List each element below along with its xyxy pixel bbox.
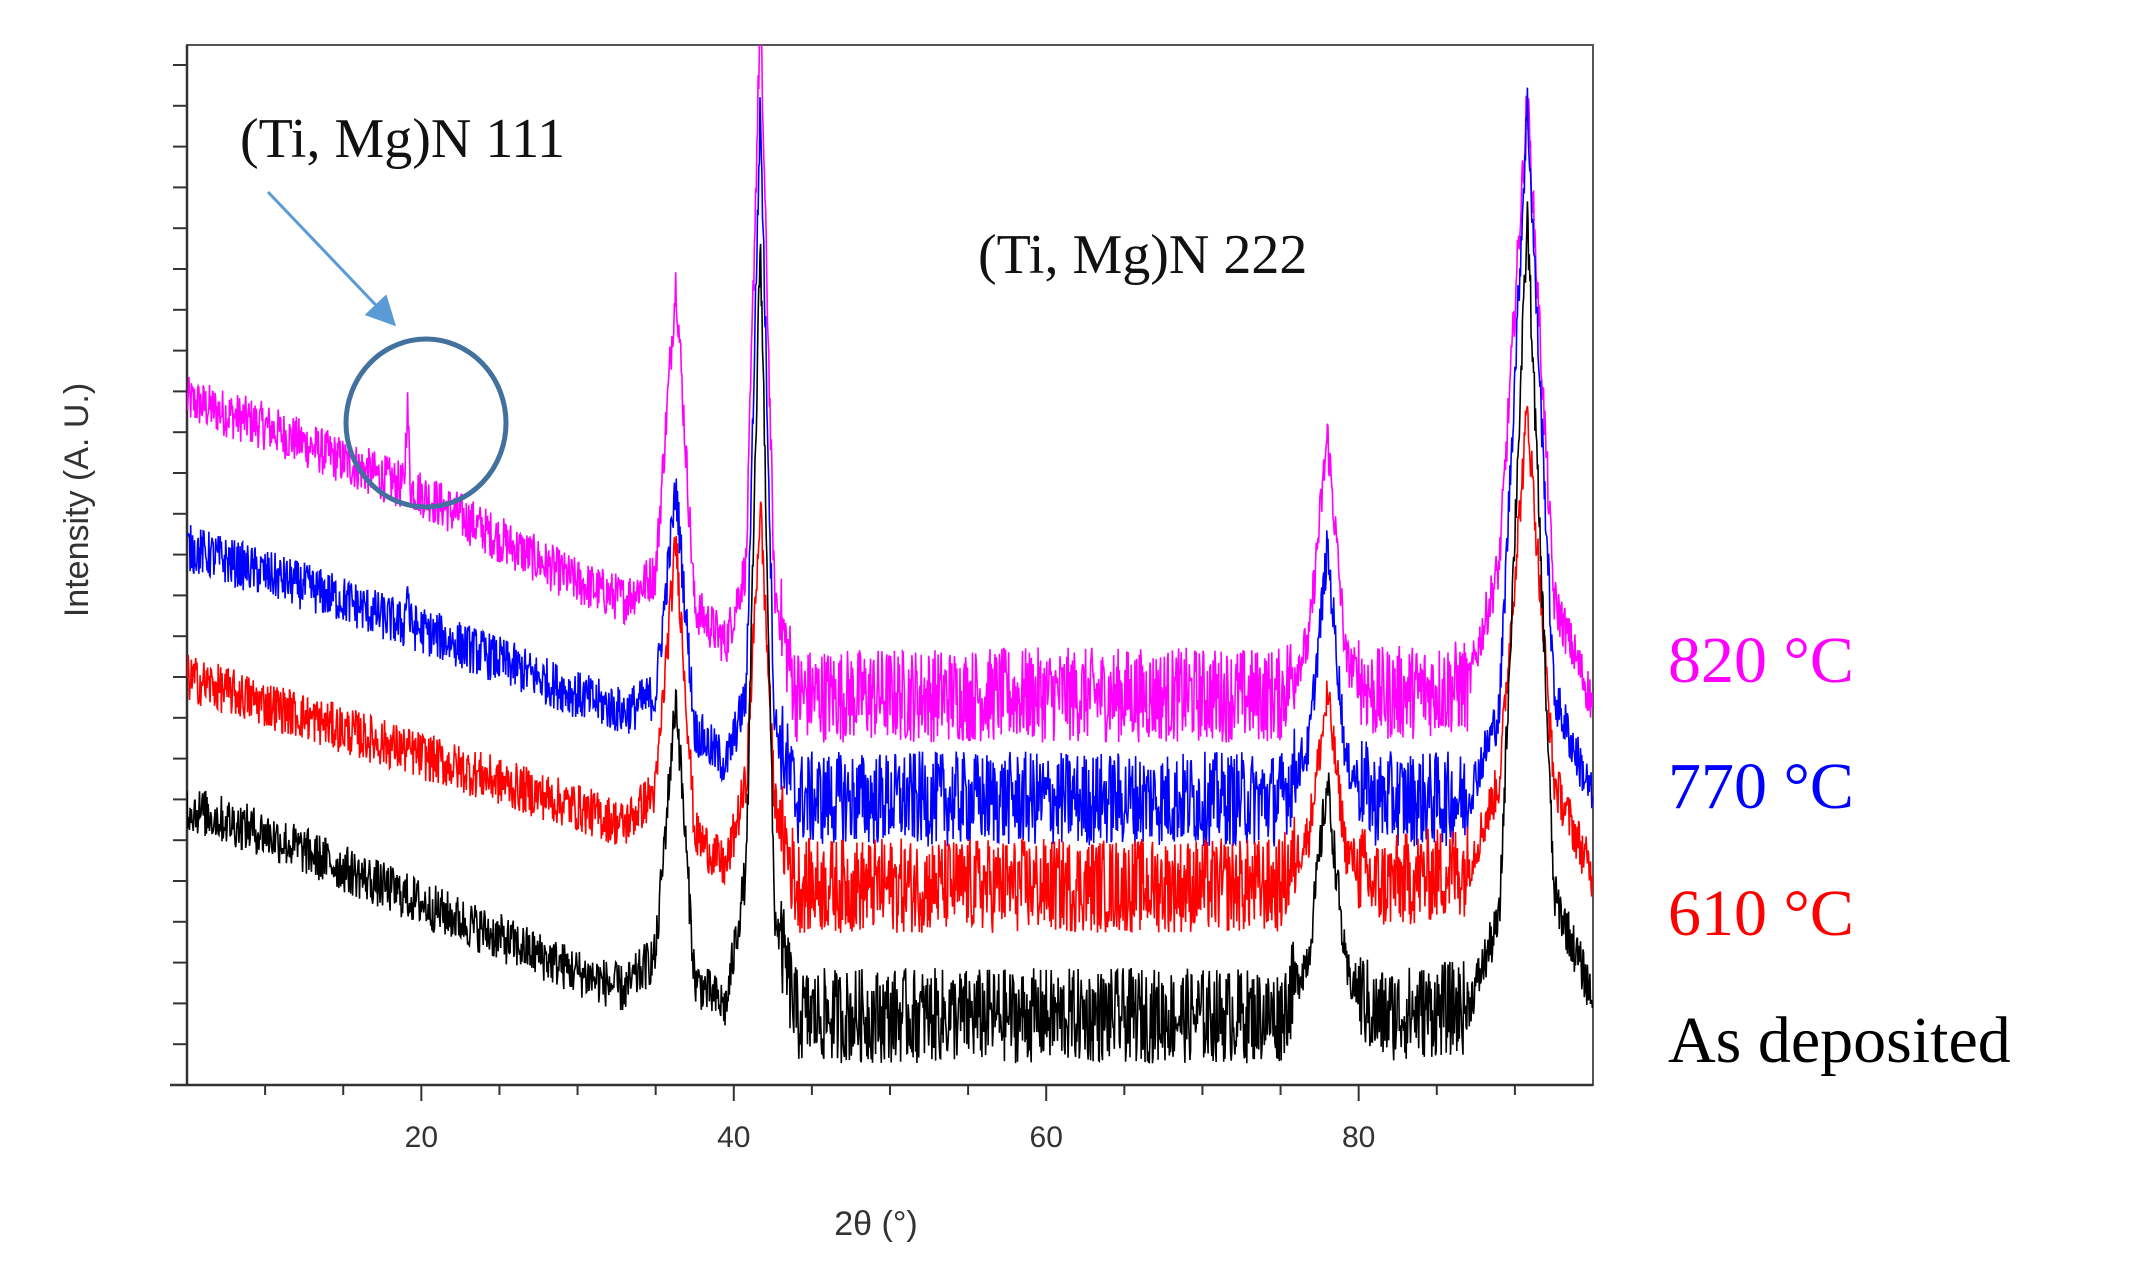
- series-group: [187, 45, 1593, 1064]
- x-tick-label: 60: [1030, 1121, 1063, 1154]
- plot-frame: [186, 44, 1594, 1086]
- series-line-820-c: [187, 45, 1593, 743]
- y-ticks: [173, 64, 187, 1086]
- annotation-222: (Ti, Mg)N 222: [978, 224, 1307, 286]
- annotation-ellipse: [343, 336, 509, 510]
- x-tick-label: 40: [717, 1121, 750, 1154]
- series-line-as-deposited: [187, 201, 1593, 1064]
- legend-item-820: 820 °C: [1668, 624, 1854, 697]
- legend-item-610: 610 °C: [1668, 877, 1854, 950]
- x-tick-label: 80: [1342, 1121, 1375, 1154]
- annotation-arrow: [266, 190, 397, 327]
- legend-item-770: 770 °C: [1668, 750, 1854, 823]
- y-axis-label: Intensity (A. U.): [58, 383, 96, 617]
- x-axis-label: 2θ (°): [834, 1205, 918, 1243]
- annotation-111: (Ti, Mg)N 111: [240, 108, 565, 170]
- x-ticks: 20 40 60 80: [264, 1085, 1516, 1154]
- legend: 820 °C 770 °C 610 °C As deposited: [1668, 624, 2011, 1077]
- x-tick-label: 20: [405, 1121, 438, 1154]
- series-line-770-c: [187, 87, 1593, 848]
- legend-item-as-deposited: As deposited: [1668, 1004, 2011, 1077]
- series-line-610-c: [187, 405, 1593, 934]
